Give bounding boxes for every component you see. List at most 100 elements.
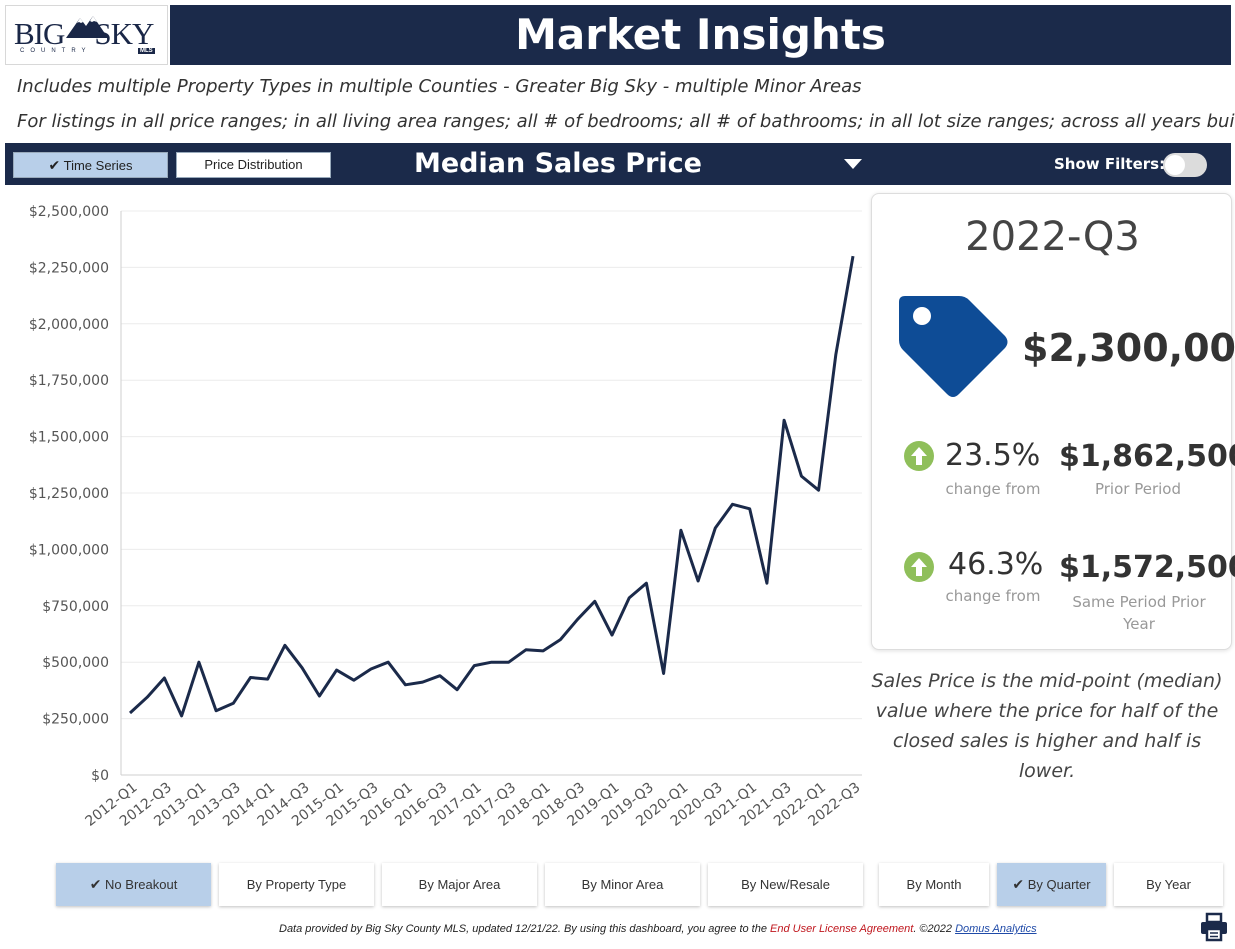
time-series-button[interactable]: ✔ Time Series [13, 152, 168, 178]
data-point [300, 666, 304, 670]
metric-toolbar: ✔ Time Series Price Distribution Median … [5, 143, 1231, 185]
eula-link[interactable]: End User License Agreement [770, 923, 914, 935]
selected-period: 2022-Q3 [965, 214, 1140, 260]
data-point [197, 660, 201, 664]
data-point [472, 664, 476, 668]
prior-period-change: 23.5% [945, 438, 1041, 473]
data-point [696, 579, 700, 583]
no-breakout-button[interactable]: ✔ No Breakout [56, 863, 211, 906]
footer-text: Data provided by Big Sky County MLS, upd… [279, 923, 771, 935]
logo-mls-badge: MLS [138, 48, 155, 54]
y-tick-label: $1,000,000 [29, 542, 109, 558]
by-property-type-button[interactable]: By Property Type [219, 863, 374, 906]
domus-analytics-link[interactable]: Domus Analytics [955, 923, 1037, 935]
median-price-line-chart: $0 $250,000 $500,000 $750,000 $1,000,000 $1,2… [29, 204, 864, 830]
data-point [834, 353, 838, 357]
by-major-area-button[interactable]: By Major Area [382, 863, 537, 906]
data-point [249, 676, 253, 680]
median-price-series-line [128, 255, 855, 718]
by-quarter-label: By Quarter [1027, 877, 1091, 892]
current-price: $2,300,000 [1022, 326, 1235, 370]
by-quarter-button[interactable]: ✔ By Quarter [997, 863, 1106, 906]
data-point [266, 677, 270, 681]
y-tick-label: $1,500,000 [29, 430, 109, 446]
data-point [610, 633, 614, 637]
data-point [455, 688, 459, 692]
footer-copyright: . ©2022 [913, 923, 956, 935]
median-explanation-note: Sales Price is the mid-point (median) va… [871, 670, 1223, 782]
by-minor-area-button[interactable]: By Minor Area [545, 863, 700, 906]
prior-year-change: 46.3% [948, 547, 1044, 582]
prior-year-label: Same Period Prior Year [1072, 593, 1206, 633]
data-point [627, 596, 631, 600]
data-point [541, 649, 545, 653]
dropdown-caret-icon[interactable] [844, 159, 862, 169]
data-point [421, 680, 425, 684]
check-icon: ✔ [89, 876, 102, 892]
up-arrow-icon [904, 552, 934, 582]
big-sky-mls-logo: BIG SKY COUNTRY MLS [5, 5, 168, 65]
subtitle-listing-ranges: For listings in all price ranges; in all… [17, 111, 1235, 132]
data-point [438, 674, 442, 678]
prior-year-value: $1,572,500 [1059, 550, 1235, 585]
data-point [524, 648, 528, 652]
by-new-resale-button[interactable]: By New/Resale [708, 863, 863, 906]
up-arrow-icon [904, 441, 934, 471]
prior-period-value: $1,862,500 [1059, 439, 1235, 474]
time-series-label: Time Series [63, 158, 133, 173]
price-distribution-button[interactable]: Price Distribution [176, 152, 331, 178]
data-point [335, 668, 339, 672]
data-point [283, 643, 287, 647]
data-point [162, 676, 166, 680]
data-point [748, 507, 752, 511]
print-icon[interactable] [1199, 912, 1229, 942]
data-point [386, 660, 390, 664]
prior-year-change-caption: change from [945, 587, 1041, 605]
data-point [128, 711, 132, 715]
data-point [317, 694, 321, 698]
y-tick-label: $500,000 [42, 655, 109, 671]
footer-disclaimer: Data provided by Big Sky County MLS, upd… [279, 923, 1037, 935]
by-month-button[interactable]: By Month [879, 863, 989, 906]
y-tick-label: $1,250,000 [29, 486, 109, 502]
subtitle-property-types: Includes multiple Property Types in mult… [17, 76, 862, 97]
by-year-button[interactable]: By Year [1114, 863, 1223, 906]
y-tick-label: $1,750,000 [29, 373, 109, 389]
data-point [765, 581, 769, 585]
data-point [145, 695, 149, 699]
data-point [352, 678, 356, 682]
metric-select[interactable]: Median Sales Price [414, 148, 702, 179]
price-tag-icon [899, 296, 1008, 397]
data-point [403, 683, 407, 687]
toggle-knob [1165, 155, 1185, 175]
data-point [799, 474, 803, 478]
show-filters-toggle[interactable] [1163, 153, 1207, 177]
check-icon: ✔ [48, 157, 61, 173]
y-tick-label: $2,500,000 [29, 204, 109, 220]
data-point [180, 714, 184, 718]
data-point [558, 638, 562, 642]
prior-period-change-caption: change from [945, 480, 1041, 498]
period-summary-card: 2022-Q3 $2,300,000 23.5% change from $1,… [871, 193, 1235, 650]
data-point [731, 502, 735, 506]
data-point [231, 701, 235, 705]
show-filters-label: Show Filters: [1054, 155, 1166, 173]
page-title: Market Insights [170, 5, 1231, 65]
no-breakout-label: No Breakout [105, 877, 178, 892]
data-point [851, 254, 855, 258]
data-point [593, 599, 597, 603]
data-point [782, 418, 786, 422]
data-point [214, 709, 218, 713]
y-tick-label: $0 [91, 768, 109, 784]
prior-period-label: Prior Period [1094, 480, 1181, 498]
logo-wordmark: BIG SKY [14, 16, 154, 51]
check-icon: ✔ [1012, 876, 1025, 892]
y-tick-label: $250,000 [42, 712, 109, 728]
data-point [644, 581, 648, 585]
data-point [662, 671, 666, 675]
data-point [817, 488, 821, 492]
data-point [507, 660, 511, 664]
logo-subtext: COUNTRY [20, 48, 92, 54]
mountain-icon [66, 16, 108, 38]
y-tick-label: $750,000 [42, 599, 109, 615]
